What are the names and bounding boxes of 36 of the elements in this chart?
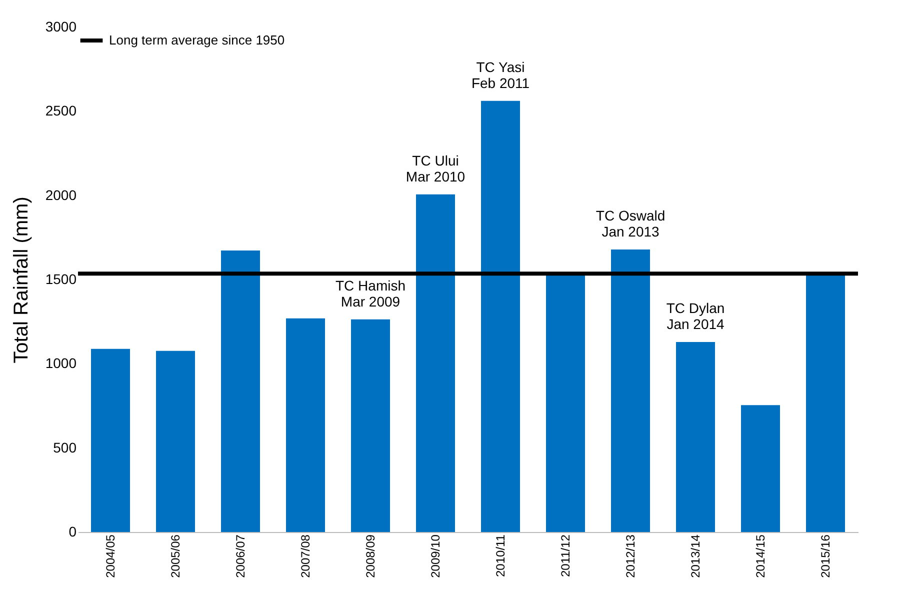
x-tick-label: 2009/10 xyxy=(428,534,442,578)
bar xyxy=(156,350,195,532)
bar xyxy=(481,100,520,532)
x-tick-label: 2013/14 xyxy=(688,534,702,578)
x-tick-label: 2011/12 xyxy=(558,534,572,577)
x-tick-label: 2015/16 xyxy=(818,534,832,578)
annotation: TC Dylan Jan 2014 xyxy=(666,300,725,332)
y-tick-label: 2000 xyxy=(45,186,77,203)
bar xyxy=(286,318,325,532)
annotation: TC Yasi Feb 2011 xyxy=(471,58,530,91)
bar xyxy=(91,348,130,532)
annotation: TC Oswald Jan 2013 xyxy=(596,208,666,240)
bar xyxy=(741,405,780,532)
annotation: TC Hamish Mar 2009 xyxy=(335,277,406,310)
y-axis-title: Total Rainfall (mm) xyxy=(10,196,32,364)
y-tick-label: 2500 xyxy=(45,102,77,119)
bar xyxy=(221,250,260,532)
y-tick-label: 500 xyxy=(53,439,77,456)
x-tick-label: 2012/13 xyxy=(624,534,638,578)
y-tick-label: 3000 xyxy=(45,18,77,34)
annotation: TC Ului Mar 2010 xyxy=(406,152,466,184)
x-tick-label: 2007/08 xyxy=(298,534,312,578)
y-tick-label: 1000 xyxy=(45,355,77,372)
legend-label: Long term average since 1950 xyxy=(109,32,285,48)
y-tick-label: 1500 xyxy=(45,271,77,287)
x-tick-label: 2004/05 xyxy=(104,534,118,578)
x-tick-label: 2014/15 xyxy=(754,534,768,578)
x-tick-label: 2010/11 xyxy=(494,534,508,577)
x-tick-label: 2008/09 xyxy=(364,534,378,578)
bar xyxy=(676,342,715,532)
bar xyxy=(351,319,390,532)
x-tick-label: 2005/06 xyxy=(168,534,182,578)
x-tick-label: 2006/07 xyxy=(234,534,248,578)
bar xyxy=(611,250,650,532)
y-tick-label: 0 xyxy=(68,524,77,540)
bar xyxy=(416,194,455,532)
